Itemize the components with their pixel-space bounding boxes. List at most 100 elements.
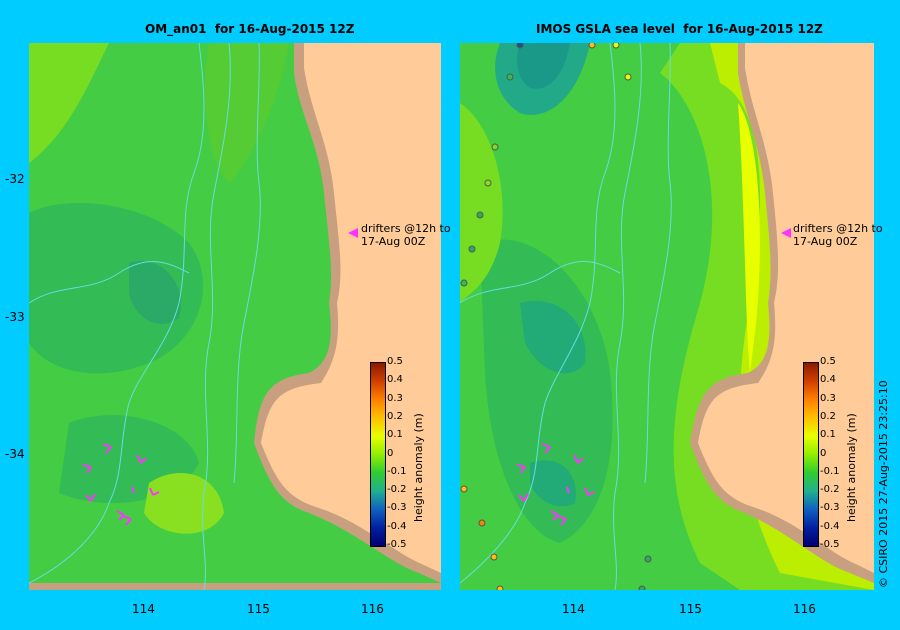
right-anomaly-high-1 (460, 103, 503, 303)
left-drifter-8 (131, 486, 135, 494)
colorbar-tick-label: 0.4 (820, 374, 836, 386)
right-anomaly-low-5 (530, 460, 576, 507)
left-panel-title: OM_an01 for 16-Aug-2015 12Z (145, 22, 355, 36)
right-isobath-1 (460, 43, 616, 584)
left-drifter-7 (116, 510, 125, 521)
right-drifter-note: drifters @12h to 17-Aug 00Z (793, 222, 883, 248)
colorbar-tick-label: -0.4 (387, 520, 407, 532)
track-dot (490, 553, 498, 561)
left-anomaly-high-1 (29, 43, 109, 163)
colorbar-tick-label: 0.4 (387, 374, 403, 386)
y-tick-label: -33 (5, 310, 25, 324)
colorbar-tick-label: 0.5 (820, 356, 836, 367)
track-dot (484, 179, 492, 187)
colorbar-tick-label: 0.2 (387, 410, 403, 422)
copyright-text: © CSIRO 2015 27-Aug-2015 23:25:10 (877, 380, 890, 588)
right-colorbar (803, 362, 819, 547)
right-drifter-7 (550, 510, 559, 521)
left-bottom-strip (29, 583, 441, 590)
right-drifter-2 (516, 464, 526, 474)
left-isobath-3 (233, 43, 261, 484)
track-dot (496, 585, 504, 590)
left-anomaly-high-2 (144, 473, 224, 534)
left-anomaly-low-1 (29, 203, 204, 374)
left-map (29, 43, 441, 590)
colorbar-tick-label: 0.1 (820, 429, 836, 441)
track-dot (460, 279, 468, 287)
right-anomaly-high-4 (738, 103, 760, 373)
colorbar-tick-label: -0.3 (387, 502, 407, 514)
track-dot (516, 43, 524, 49)
right-anomaly-low-2 (517, 43, 570, 89)
x-tick-label: 115 (247, 602, 270, 616)
colorbar-tick-label: 0.3 (820, 392, 836, 404)
x-tick-label: 114 (562, 602, 585, 616)
left-drifter-1 (102, 443, 112, 454)
track-dot (644, 555, 652, 563)
left-drifter-note-line1: drifters @12h to (361, 222, 451, 235)
left-anomaly-high-3 (205, 43, 289, 183)
colorbar-tick-label: -0.5 (387, 539, 407, 550)
left-drifter-4 (85, 493, 96, 502)
left-drifters (82, 443, 160, 526)
track-dot (638, 585, 646, 590)
track-dot (468, 245, 476, 253)
y-tick-label: -34 (5, 447, 25, 461)
left-drifter-note: drifters @12h to 17-Aug 00Z (361, 222, 451, 248)
track-dot (476, 211, 484, 219)
left-colorbar (370, 362, 386, 547)
track-dot (491, 143, 499, 151)
right-track-dots (460, 43, 652, 590)
track-dot (506, 73, 514, 81)
right-land (698, 43, 874, 573)
colorbar-tick-label: 0 (387, 447, 394, 459)
colorbar-tick-label: -0.5 (820, 539, 840, 550)
colorbar-tick-label: -0.4 (820, 520, 840, 532)
left-drifter-3 (136, 454, 147, 464)
left-drifter-6 (122, 515, 132, 526)
x-tick-label: 115 (679, 602, 702, 616)
right-panel-title: IMOS GSLA sea level for 16-Aug-2015 12Z (536, 22, 823, 36)
left-drifter-note-arrow (348, 228, 358, 238)
right-anomaly-low-4 (520, 301, 586, 374)
right-isobath-3 (644, 43, 672, 484)
right-drifter-5 (584, 487, 595, 496)
right-drifter-1 (541, 443, 551, 454)
left-drifter-note-line2: 17-Aug 00Z (361, 235, 426, 248)
x-tick-label: 116 (793, 602, 816, 616)
right-drifters (516, 443, 595, 526)
left-isobath-1 (29, 43, 205, 584)
colorbar-tick-label: 0.3 (387, 392, 403, 404)
left-drifter-2 (82, 464, 92, 474)
colorbar-tick-label: -0.2 (820, 484, 840, 496)
left-land (261, 43, 441, 573)
right-isobath-4 (460, 260, 621, 304)
right-isobath-2 (613, 43, 642, 590)
left-anomaly-low-2 (129, 261, 181, 324)
x-tick-label: 114 (132, 602, 155, 616)
right-drifter-note-line2: 17-Aug 00Z (793, 235, 858, 248)
colorbar-tick-label: -0.1 (820, 465, 840, 477)
right-drifter-4 (518, 493, 529, 502)
y-tick-label: -32 (5, 172, 25, 186)
right-drifter-3 (573, 454, 584, 464)
right-drifter-6 (557, 515, 567, 526)
right-drifter-8 (566, 486, 570, 494)
colorbar-tick-label: 0.1 (387, 429, 403, 441)
right-drifter-note-line1: drifters @12h to (793, 222, 883, 235)
colorbar-tick-label: -0.3 (820, 502, 840, 514)
x-tick-label: 116 (361, 602, 384, 616)
track-dot (624, 73, 632, 81)
track-dot (588, 43, 596, 49)
colorbar-tick-label: -0.2 (387, 484, 407, 496)
colorbar-tick-label: 0.5 (387, 356, 403, 367)
right-anomaly-low-3 (480, 239, 613, 543)
colorbar-tick-label: 0 (820, 447, 827, 459)
left-drifter-5 (149, 487, 160, 496)
right-colorbar-title: height anomaly (m) (845, 413, 858, 522)
track-dot (612, 43, 620, 49)
colorbar-tick-label: 0.2 (820, 410, 836, 422)
track-dot (460, 485, 468, 493)
track-dot (478, 519, 486, 527)
colorbar-tick-label: -0.1 (387, 465, 407, 477)
